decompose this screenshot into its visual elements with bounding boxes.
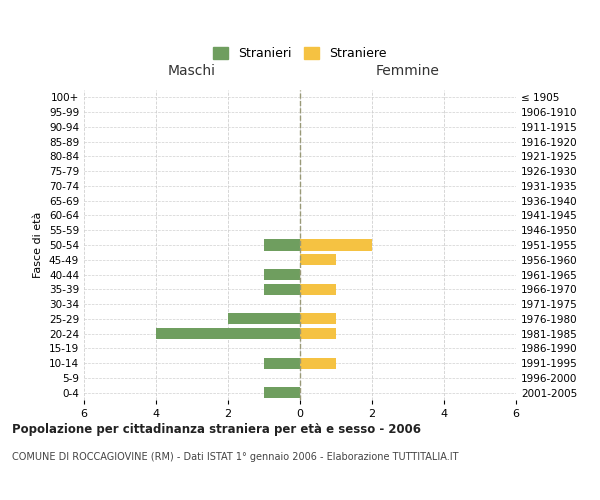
Text: Popolazione per cittadinanza straniera per età e sesso - 2006: Popolazione per cittadinanza straniera p… [12, 422, 421, 436]
Bar [228, 314, 300, 324]
Bar [264, 240, 300, 250]
Bar [264, 358, 300, 368]
Text: COMUNE DI ROCCAGIOVINE (RM) - Dati ISTAT 1° gennaio 2006 - Elaborazione TUTTITAL: COMUNE DI ROCCAGIOVINE (RM) - Dati ISTAT… [12, 452, 458, 462]
Bar [300, 328, 336, 339]
Bar [300, 358, 336, 368]
Bar [300, 254, 336, 266]
Text: Maschi: Maschi [168, 64, 216, 78]
Bar [264, 387, 300, 398]
Bar [300, 240, 372, 250]
Text: Femmine: Femmine [376, 64, 440, 78]
Bar [264, 284, 300, 295]
Y-axis label: Fasce di età: Fasce di età [34, 212, 43, 278]
Bar [300, 284, 336, 295]
Bar [264, 269, 300, 280]
Bar [156, 328, 300, 339]
Bar [300, 314, 336, 324]
Legend: Stranieri, Straniere: Stranieri, Straniere [213, 46, 387, 60]
